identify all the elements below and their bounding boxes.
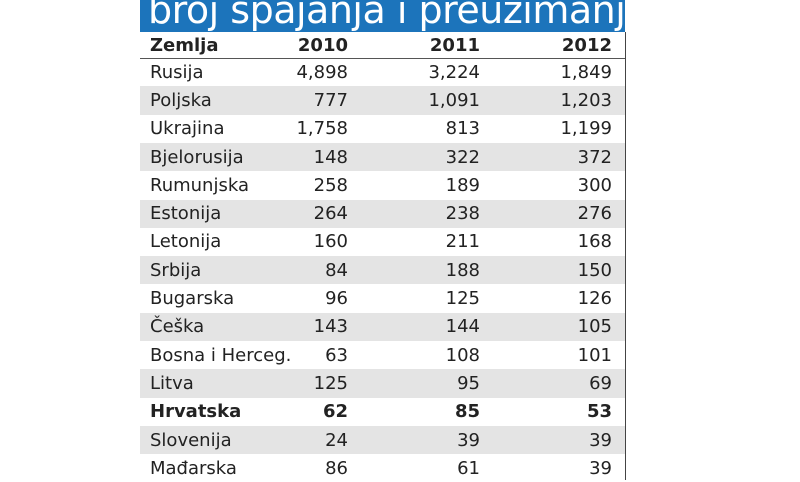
value-cell: 148 [313, 146, 348, 168]
value-cell: 105 [577, 316, 612, 338]
value-cell: 126 [577, 288, 612, 310]
table-row: Slovenija 24 39 39 [140, 425, 625, 455]
table: Zemlja 2010 2011 2012 Rusija 4,898 3,224 1,849 P… [140, 32, 626, 480]
value-cell: 84 [325, 259, 348, 281]
table-row: Mađarska 86 61 39 [140, 454, 625, 482]
value-cell: 276 [577, 203, 612, 225]
value-cell: 1,849 [560, 61, 612, 83]
value-cell: 69 [589, 372, 612, 394]
value-cell: 108 [445, 344, 480, 366]
value-cell: 1,199 [560, 118, 612, 140]
value-cell: 150 [577, 259, 612, 281]
value-cell: 211 [445, 231, 480, 253]
value-cell: 144 [445, 316, 480, 338]
value-cell: 1,758 [296, 118, 348, 140]
header-row: Zemlja 2010 2011 2012 [140, 32, 625, 59]
value-cell: 143 [313, 316, 348, 338]
value-cell: 39 [589, 457, 612, 479]
country-cell: Rumunjska [150, 174, 249, 196]
value-cell: 4,898 [296, 61, 348, 83]
value-cell: 125 [445, 288, 480, 310]
table-row: Poljska 777 1,091 1,203 [140, 86, 625, 115]
value-cell: 813 [445, 118, 480, 140]
value-cell: 264 [313, 203, 348, 225]
value-cell: 777 [313, 89, 348, 111]
country-cell: Srbija [150, 259, 202, 281]
value-cell: 160 [313, 231, 348, 253]
country-cell: Slovenija [150, 429, 232, 451]
value-cell: 300 [577, 174, 612, 196]
table-row: Srbija 84 188 150 [140, 256, 625, 285]
table-row: Bosna i Herceg. 63 108 101 [140, 341, 625, 369]
country-cell: Estonija [150, 203, 222, 225]
country-cell: Mađarska [150, 457, 237, 479]
value-cell: 372 [577, 146, 612, 168]
table-row: Letonija 160 211 168 [140, 228, 625, 256]
country-cell: Bugarska [150, 288, 235, 310]
value-cell: 39 [589, 429, 612, 451]
table-row: Litva 125 95 69 [140, 369, 625, 398]
value-cell: 39 [457, 429, 480, 451]
country-cell: Ukrajina [150, 118, 225, 140]
table-row: Rumunjska 258 189 300 [140, 171, 625, 199]
value-cell: 101 [577, 344, 612, 366]
table-row: Bjelorusija 148 322 372 [140, 142, 625, 172]
value-cell: 61 [457, 457, 480, 479]
table-row: Češka 143 144 105 [140, 312, 625, 341]
header-cell: 2012 [561, 34, 612, 56]
value-cell: 125 [313, 372, 348, 394]
title: broj spajanja i preuzimanja [148, 0, 625, 32]
country-cell: Bjelorusija [150, 146, 244, 168]
table-row: Bugarska 96 125 126 [140, 284, 625, 312]
header-cell: Zemlja [150, 34, 219, 56]
table-row: Rusija 4,898 3,224 1,849 [140, 58, 625, 86]
value-cell: 238 [445, 203, 480, 225]
country-cell: Letonija [150, 231, 222, 253]
value-cell: 86 [325, 457, 348, 479]
country-cell: Češka [150, 316, 205, 338]
value-cell: 62 [322, 401, 348, 423]
country-cell: Hrvatska [150, 401, 242, 423]
country-cell: Poljska [150, 89, 212, 111]
value-cell: 63 [325, 344, 348, 366]
country-cell: Bosna i Herceg. [150, 344, 292, 366]
country-cell: Litva [150, 372, 194, 394]
value-cell: 322 [445, 146, 480, 168]
header-cell: 2011 [429, 34, 480, 56]
country-cell: Rusija [150, 61, 204, 83]
value-cell: 258 [313, 174, 348, 196]
value-cell: 53 [586, 401, 612, 423]
value-cell: 1,091 [428, 89, 480, 111]
title-bar: broj spajanja i preuzimanja [140, 0, 625, 32]
value-cell: 96 [325, 288, 348, 310]
table-row: Ukrajina 1,758 813 1,199 [140, 115, 625, 143]
value-cell: 188 [445, 259, 480, 281]
value-cell: 24 [325, 429, 348, 451]
table-row: Estonija 264 238 276 [140, 199, 625, 228]
value-cell: 3,224 [428, 61, 480, 83]
value-cell: 168 [577, 231, 612, 253]
value-cell: 189 [445, 174, 480, 196]
value-cell: 85 [454, 401, 480, 423]
header-cell: 2010 [297, 34, 348, 56]
table-row: Hrvatska 62 85 53 [140, 398, 625, 426]
value-cell: 1,203 [560, 89, 612, 111]
value-cell: 95 [457, 372, 480, 394]
